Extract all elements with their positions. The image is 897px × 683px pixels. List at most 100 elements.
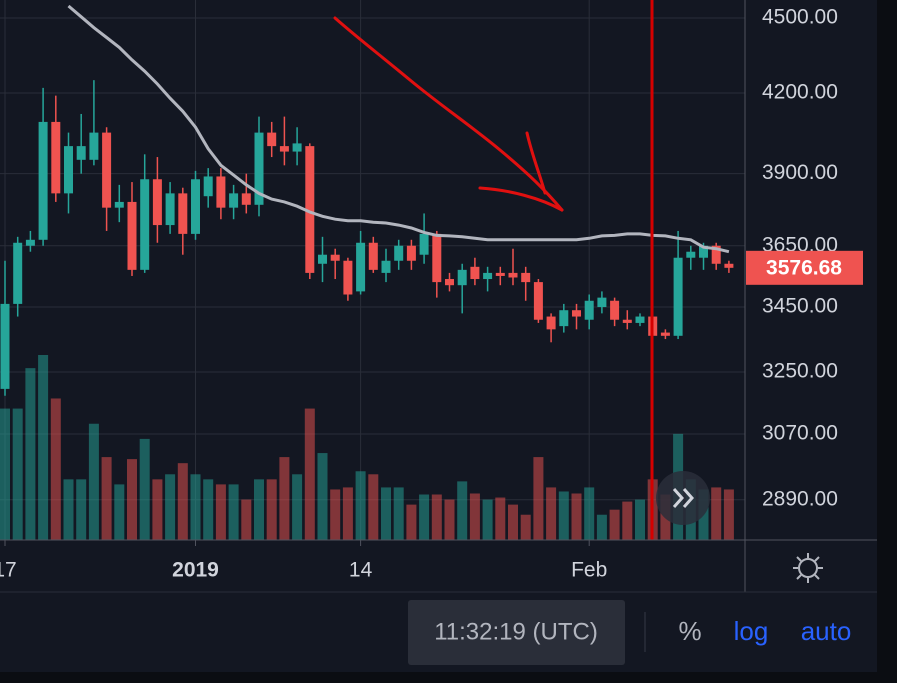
frame-edge [0,672,877,683]
candle-body [216,176,226,208]
volume-bar [241,499,252,540]
volume-bar [342,487,353,540]
volume-bar [406,504,417,540]
arrow-head [478,131,564,212]
candle-body [330,254,340,261]
candle-body [635,316,645,323]
candle-body [76,146,86,160]
percent-button[interactable]: % [678,616,701,646]
candle-body [241,193,251,205]
candle-body [368,242,378,270]
volume-bar [114,484,125,540]
volume-bar [50,398,61,540]
candle-body [495,272,505,276]
volume-bar [584,487,595,540]
y-tick-label: 3450.00 [762,295,838,318]
volume-bar [368,474,379,540]
volume-bar [254,479,264,540]
scroll-icon [672,488,695,508]
candle-body [178,193,188,234]
volume-bar [228,484,239,540]
candle-body [597,297,607,308]
volume-bar [266,479,277,540]
volume-bar [457,481,468,540]
candle-body [25,239,35,246]
volume-bar [292,474,303,540]
y-tick-label: 4200.00 [762,81,838,104]
volume-bar [444,499,455,540]
candle-body [191,179,200,234]
volume-bar [431,494,442,540]
volume-bar [215,484,226,540]
candle-body [140,179,150,270]
candle-body [622,319,632,323]
volume-bar [558,491,569,540]
candle-body [394,245,404,261]
candle-body [51,121,61,194]
candle-body [229,193,239,208]
volume-bar [76,479,87,540]
y-tick-label: 3250.00 [762,360,838,383]
settings-icon[interactable] [793,553,823,583]
candle-body [483,272,493,280]
candle-body [686,251,696,258]
candle-body [267,132,277,147]
candle-body [305,146,315,273]
volume-bar [533,457,544,540]
candle-body [279,146,289,152]
candle-body [432,233,442,283]
candle-body [89,132,99,160]
volume-bar [711,487,722,540]
volume-bar [25,368,36,540]
y-tick-label: 2890.00 [762,487,838,510]
candle-body [508,272,518,278]
volume-bar [635,499,645,540]
candle-body [457,269,467,286]
candle-body [521,272,531,283]
volume-bar [419,494,430,540]
time-box [408,600,625,665]
volume-bar [38,355,49,540]
volume-bar [279,457,290,540]
auto-button[interactable]: auto [801,616,852,646]
candle-body [445,279,454,286]
candle-body [381,260,391,273]
y-tick-label: 3900.00 [762,161,838,184]
volume-bar [139,438,150,540]
candle-body [610,300,620,320]
volume-bar [355,471,366,540]
volume-bar [495,497,506,540]
last-price-box [746,250,863,285]
volume-bar [152,479,163,540]
volume-bar [165,474,176,540]
candle-body [343,260,353,295]
candle-body [584,300,594,320]
volume-bar [177,463,188,540]
log-button[interactable]: log [734,616,769,646]
candle-body [102,132,112,208]
clock: 11:32:19 (UTC) [434,618,598,645]
volume-bar [190,474,201,540]
volume-bar [520,514,531,540]
candle-body [254,132,264,205]
volume-bar [317,453,328,540]
moving-average [67,4,730,254]
candle-body [406,245,416,261]
candle-body [572,310,581,317]
x-tick-label: Feb [571,559,607,582]
candle-body [292,143,302,152]
candle-body [724,263,734,268]
volume-bar [203,479,214,540]
volume-bar [723,489,734,540]
volume-bar [622,501,633,540]
volume-bar [304,408,315,540]
y-tick-label: 4500.00 [762,6,838,29]
candle-body [419,233,429,255]
volume-bar [571,493,582,540]
candle-body [64,146,73,194]
candle-body [699,245,708,258]
volume-bar [393,487,404,540]
candle-body [660,332,670,336]
volume-bar [596,514,607,540]
volume-bar [101,457,112,540]
